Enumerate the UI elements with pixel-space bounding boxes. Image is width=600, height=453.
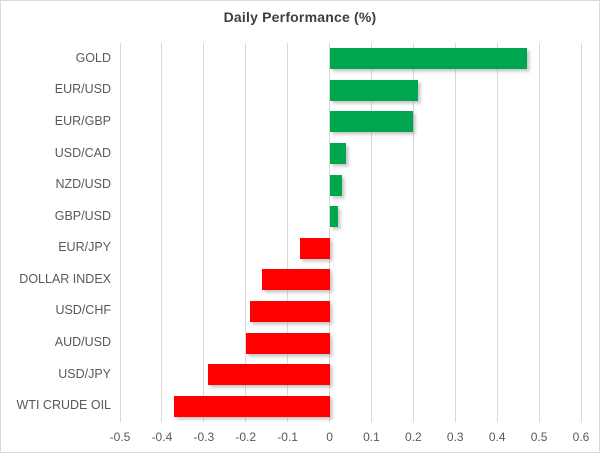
bar-usd-jpy [208,364,330,386]
x-axis-tick-label: -0.2 [235,430,257,444]
bar-nzd-usd [329,174,343,196]
x-axis-tick-label: 0.4 [488,430,506,444]
gridline [287,43,289,422]
bar-gbp-usd [329,206,338,228]
category-label: EUR/GBP [54,113,111,128]
x-axis-tick-label: 0.3 [446,430,464,444]
bar-wti-crude-oil [174,395,330,417]
chart-title: Daily Performance (%) [223,9,377,25]
category-label: WTI CRUDE OIL [16,398,111,413]
bar-usd-cad [329,143,347,165]
category-label: AUD/USD [54,335,111,350]
x-axis-tick-label: 0 [326,430,333,444]
x-axis-tick-label: 0.5 [530,430,548,444]
gridline [412,43,414,422]
category-label: EUR/USD [54,82,111,97]
category-label: USD/CHF [55,303,111,318]
x-axis-tick-label: -0.1 [277,430,298,444]
gridline [370,43,372,422]
gridline [245,43,247,422]
x-axis-tick-label: -0.3 [193,430,215,444]
bar-usd-chf [249,300,330,322]
gridline [329,43,331,422]
x-axis-tick-label: 0.2 [405,430,422,444]
bar-dollar-index [262,269,330,291]
category-label: USD/JPY [58,366,111,381]
gridline [119,43,121,422]
category-label: USD/CAD [54,145,111,160]
x-axis-tick-label: -0.4 [151,430,173,444]
category-label: EUR/JPY [58,240,111,255]
bar-eur-usd [329,79,418,101]
category-label: GBP/USD [54,208,111,223]
gridline [161,43,163,422]
gridline [203,43,205,422]
x-axis-tick-label: 0.1 [363,430,380,444]
category-label: GOLD [75,50,111,65]
category-label: DOLLAR INDEX [19,271,111,286]
bar-eur-gbp [329,111,414,133]
bar-eur-jpy [300,237,330,259]
x-axis-tick-label: 0.6 [572,430,590,444]
gridline [496,43,498,422]
gridline [538,43,540,422]
bar-gold [329,48,527,70]
category-label: NZD/USD [55,177,111,192]
x-axis-tick-label: -0.5 [109,430,131,444]
gridline [454,43,456,422]
gridline [580,43,582,422]
bar-aud-usd [245,332,330,354]
